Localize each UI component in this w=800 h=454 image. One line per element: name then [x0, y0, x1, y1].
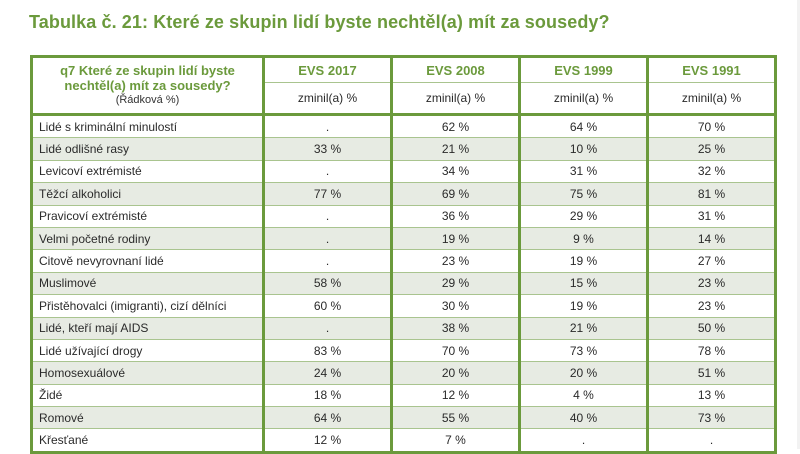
- column-header: EVS 1991: [646, 55, 777, 83]
- cell-value: 60 %: [262, 294, 392, 318]
- row-label: Lidé, kteří mají AIDS: [30, 316, 264, 340]
- column-header: EVS 2008: [390, 55, 520, 83]
- cell-value: 19 %: [518, 249, 648, 273]
- row-label: Pravicoví extrémisté: [30, 204, 264, 228]
- cell-value: 64 %: [518, 113, 648, 139]
- cell-value: 9 %: [518, 226, 648, 251]
- cell-value: 36 %: [390, 204, 520, 228]
- cell-value: 32 %: [646, 159, 777, 184]
- cell-value: 69 %: [390, 182, 520, 206]
- row-label: Homosexuálové: [30, 361, 264, 385]
- row-label: Židé: [30, 383, 264, 408]
- cell-value: 20 %: [518, 361, 648, 385]
- row-label: Romové: [30, 406, 264, 430]
- table-row: Židé 18 % 12 % 4 % 13 %: [30, 383, 777, 408]
- cell-value: .: [262, 226, 392, 251]
- column-header: EVS 2017: [262, 55, 392, 83]
- row-label: Přistěhovalci (imigranti), cizí dělníci: [30, 294, 264, 318]
- cell-value: 23 %: [646, 294, 777, 318]
- table-title: Tabulka č. 21: Které ze skupin lidí byst…: [29, 12, 610, 32]
- column-subheader: zminil(a) %: [262, 82, 392, 116]
- cell-value: 19 %: [390, 226, 520, 251]
- table-row: Lidé s kriminální minulostí. 62 % 64 % 70 %: [30, 113, 777, 139]
- page-edge: [797, 0, 800, 449]
- cell-value: 55 %: [390, 406, 520, 430]
- cell-value: 27 %: [646, 249, 777, 273]
- row-label: Lidé užívající drogy: [30, 338, 264, 363]
- row-label: Muslimové: [30, 271, 264, 296]
- table-row: Pravicoví extrémisté. 36 % 29 % 31 %: [30, 204, 777, 228]
- cell-value: .: [262, 159, 392, 184]
- cell-value: .: [262, 249, 392, 273]
- cell-value: 20 %: [390, 361, 520, 385]
- cell-value: 83 %: [262, 338, 392, 363]
- cell-value: .: [262, 204, 392, 228]
- cell-value: 25 %: [646, 137, 777, 161]
- cell-value: 73 %: [518, 338, 648, 363]
- cell-value: 21 %: [518, 316, 648, 340]
- cell-value: 70 %: [390, 338, 520, 363]
- row-label: Velmi početné rodiny: [30, 226, 264, 251]
- cell-value: 77 %: [262, 182, 392, 206]
- table-row: Lidé odlišné rasy 33 % 21 % 10 % 25 %: [30, 137, 777, 161]
- cell-value: 10 %: [518, 137, 648, 161]
- cell-value: 4 %: [518, 383, 648, 408]
- cell-value: 14 %: [646, 226, 777, 251]
- table-row: Velmi početné rodiny. 19 % 9 % 14 %: [30, 226, 777, 251]
- neighbors-table: q7 Které ze skupin lidí byste nechtěl(a)…: [30, 55, 777, 454]
- table-row: Lidé užívající drogy 83 % 70 % 73 % 78 %: [30, 338, 777, 363]
- question-text: q7 Které ze skupin lidí byste nechtěl(a)…: [60, 63, 235, 93]
- table-row: Těžcí alkoholici 77 % 69 % 75 % 81 %: [30, 182, 777, 206]
- cell-value: 51 %: [646, 361, 777, 385]
- row-label: Citově nevyrovnaní lidé: [30, 249, 264, 273]
- cell-value: 70 %: [646, 113, 777, 139]
- column-subheader: zminil(a) %: [390, 82, 520, 116]
- cell-value: 29 %: [518, 204, 648, 228]
- cell-value: 23 %: [646, 271, 777, 296]
- cell-value: 29 %: [390, 271, 520, 296]
- cell-value: 34 %: [390, 159, 520, 184]
- cell-value: 81 %: [646, 182, 777, 206]
- table-row: Homosexuálové 24 % 20 % 20 % 51 %: [30, 361, 777, 385]
- cell-value: .: [262, 113, 392, 139]
- question-note: (Řádková %): [115, 94, 180, 106]
- cell-value: 18 %: [262, 383, 392, 408]
- question-header: q7 Které ze skupin lidí byste nechtěl(a)…: [30, 55, 264, 116]
- table-row: Romové 64 % 55 % 40 % 73 %: [30, 406, 777, 430]
- row-label: Lidé odlišné rasy: [30, 137, 264, 161]
- row-label: Levicoví extrémisté: [30, 159, 264, 184]
- cell-value: 58 %: [262, 271, 392, 296]
- cell-value: 73 %: [646, 406, 777, 430]
- cell-value: 50 %: [646, 316, 777, 340]
- row-label: Lidé s kriminální minulostí: [30, 113, 264, 139]
- cell-value: 30 %: [390, 294, 520, 318]
- cell-value: 62 %: [390, 113, 520, 139]
- column-header: EVS 1999: [518, 55, 648, 83]
- cell-value: 24 %: [262, 361, 392, 385]
- cell-value: 19 %: [518, 294, 648, 318]
- table-row: Muslimové 58 % 29 % 15 % 23 %: [30, 271, 777, 296]
- table-row: Citově nevyrovnaní lidé. 23 % 19 % 27 %: [30, 249, 777, 273]
- cell-value: 40 %: [518, 406, 648, 430]
- table-row: Levicoví extrémisté. 34 % 31 % 32 %: [30, 159, 777, 184]
- cell-value: 64 %: [262, 406, 392, 430]
- cell-value: 33 %: [262, 137, 392, 161]
- cell-value: 13 %: [646, 383, 777, 408]
- cell-value: 23 %: [390, 249, 520, 273]
- cell-value: 31 %: [646, 204, 777, 228]
- cell-value: 12 %: [390, 383, 520, 408]
- row-label: Těžcí alkoholici: [30, 182, 264, 206]
- cell-value: .: [262, 316, 392, 340]
- cell-value: 78 %: [646, 338, 777, 363]
- table-row: Lidé, kteří mají AIDS. 38 % 21 % 50 %: [30, 316, 777, 340]
- cell-value: 21 %: [390, 137, 520, 161]
- cell-value: 15 %: [518, 271, 648, 296]
- column-subheader: zminil(a) %: [646, 82, 777, 116]
- cell-value: 31 %: [518, 159, 648, 184]
- cell-value: 38 %: [390, 316, 520, 340]
- cell-value: 75 %: [518, 182, 648, 206]
- table-row: Přistěhovalci (imigranti), cizí dělníci 6…: [30, 294, 777, 318]
- column-subheader: zminil(a) %: [518, 82, 648, 116]
